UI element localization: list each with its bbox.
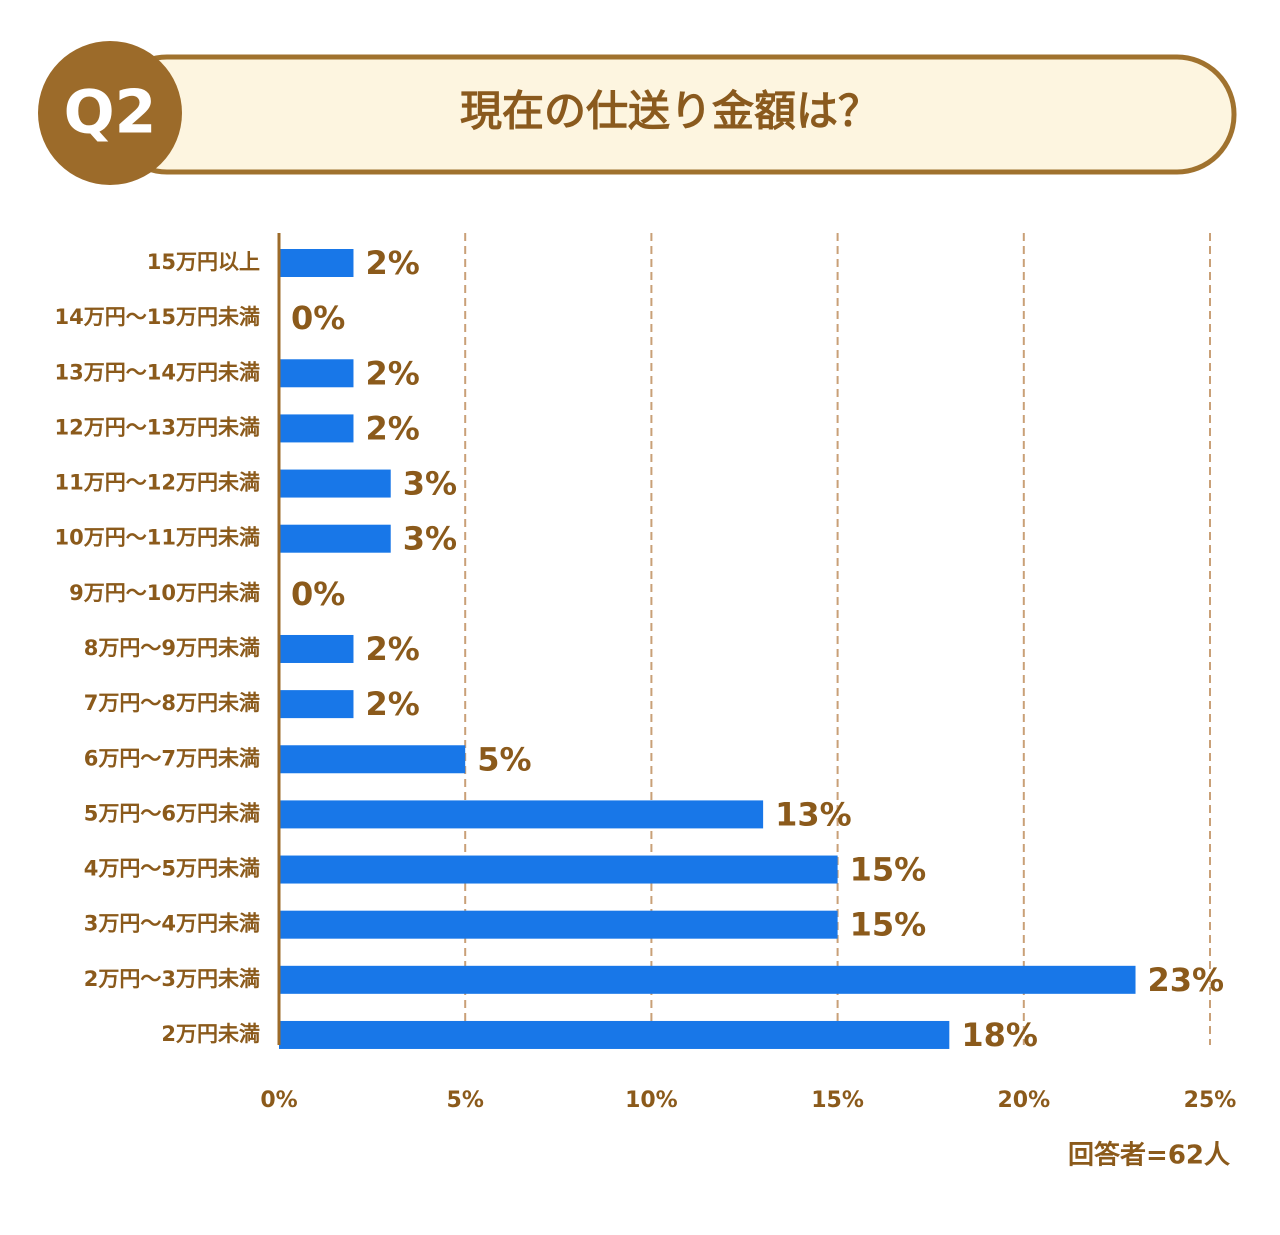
question-number: Q2 (64, 78, 157, 148)
value-label: 3% (403, 465, 457, 503)
bar (279, 800, 764, 829)
value-label: 15% (850, 851, 927, 889)
y-tick-label: 10万円～11万円未満 (55, 526, 260, 550)
bar (279, 690, 354, 719)
value-label: 0% (291, 575, 345, 613)
y-tick-label: 5万円～6万円未満 (84, 801, 260, 825)
x-tick-label: 5% (447, 1088, 484, 1113)
bar (279, 745, 466, 774)
value-label: 5% (477, 740, 531, 778)
value-label: 3% (403, 520, 457, 558)
y-tick-label: 14万円～15万円未満 (55, 305, 260, 329)
y-tick-label: 12万円～13万円未満 (55, 415, 260, 439)
bar (279, 634, 354, 663)
y-tick-label: 2万円未満 (161, 1022, 260, 1046)
value-label: 23% (1148, 961, 1225, 999)
value-label: 2% (365, 244, 419, 282)
x-tick-label: 10% (625, 1088, 678, 1113)
bar (279, 359, 354, 388)
value-label: 2% (365, 354, 419, 392)
value-label: 18% (961, 1016, 1038, 1054)
value-label: 2% (365, 630, 419, 668)
x-tick-label: 15% (811, 1088, 864, 1113)
y-tick-label: 8万円～9万円未満 (84, 636, 260, 660)
y-tick-label: 15万円以上 (147, 250, 260, 274)
note: 回答者=62人 (1068, 1140, 1230, 1171)
y-tick-label: 2万円～3万円未満 (84, 967, 260, 991)
y-tick-label: 11万円～12万円未満 (55, 471, 260, 495)
value-label: 2% (365, 409, 419, 447)
bar (279, 1020, 950, 1049)
value-label: 0% (291, 299, 345, 337)
chart-title: 現在の仕送り金額は？ (460, 87, 880, 136)
y-tick-label: 9万円～10万円未満 (69, 581, 260, 605)
value-label: 13% (775, 795, 852, 833)
bar (279, 910, 838, 939)
question-badge (38, 41, 182, 185)
y-tick-label: 13万円～14万円未満 (55, 360, 260, 384)
bar (279, 524, 391, 553)
y-tick-label: 3万円～4万円未満 (84, 912, 260, 936)
y-tick-label: 7万円～8万円未満 (84, 691, 260, 715)
y-tick-label: 6万円～7万円未満 (84, 746, 260, 770)
bar (279, 965, 1136, 994)
y-tick-label: 4万円～5万円未満 (84, 857, 260, 881)
bar (279, 414, 354, 443)
bar (279, 249, 354, 277)
value-label: 15% (850, 906, 927, 944)
x-tick-label: 0% (260, 1088, 297, 1113)
value-label: 2% (365, 685, 419, 723)
x-tick-label: 20% (997, 1088, 1050, 1113)
bar (279, 855, 838, 884)
x-tick-label: 25% (1184, 1088, 1237, 1113)
bar (279, 469, 391, 498)
